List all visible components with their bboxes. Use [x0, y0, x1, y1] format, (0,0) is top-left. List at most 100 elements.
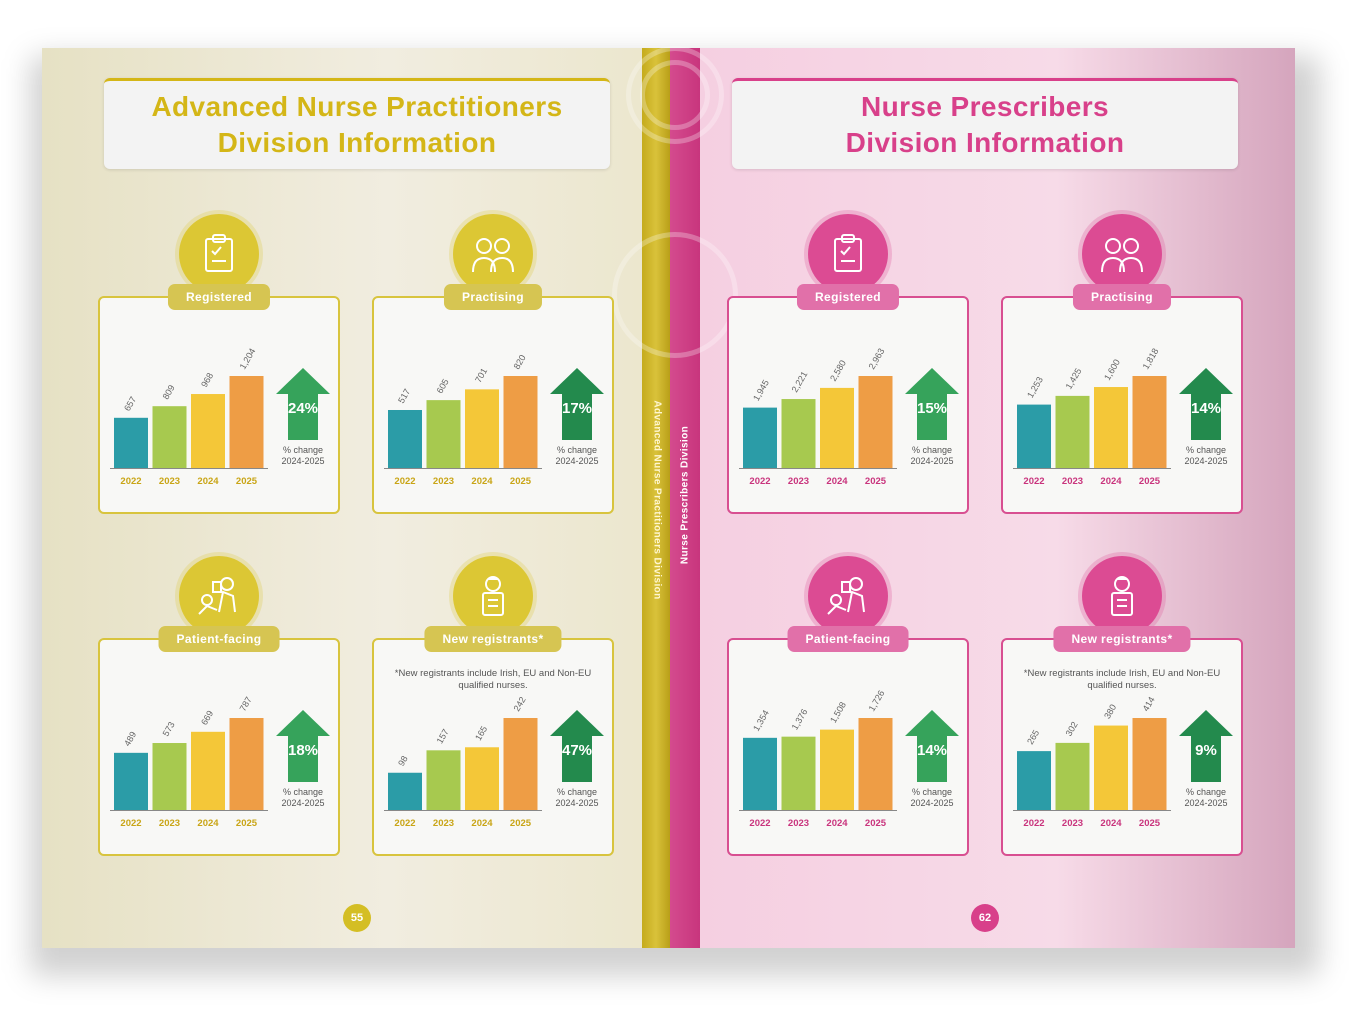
bar-value-label: 2,221 — [790, 370, 810, 395]
bar-2022 — [114, 417, 148, 468]
x-tick-label: 2024 — [826, 476, 848, 487]
x-tick-label: 2025 — [510, 818, 532, 829]
bar-value-label: 98 — [396, 754, 410, 768]
percent-change-caption: 2024-2025 — [1184, 798, 1227, 808]
left-title-line2: Division Information — [217, 127, 497, 158]
two-doctors-icon — [453, 214, 533, 294]
bar-chart: 1,945 2022 2,221 2023 2,580 2024 2,963 2025 15%%… — [739, 346, 959, 487]
up-arrow-icon — [905, 368, 959, 440]
chart-label: Patient-facing — [787, 626, 909, 652]
chart-card-np-new-registrants: New registrants* *New registrants include… — [1001, 626, 1243, 856]
percent-change-value: 9% — [1195, 742, 1217, 759]
percent-change-caption: 2024-2025 — [910, 456, 953, 466]
bar-value-label: 1,726 — [867, 688, 887, 713]
x-tick-label: 2025 — [510, 476, 532, 487]
up-arrow-icon — [276, 710, 330, 782]
chart-card-anp-practising: Practising 517 2022 605 2023 701 2024 820 2025 17… — [372, 284, 614, 514]
percent-change-caption: 2024-2025 — [281, 456, 324, 466]
bar-value-label: 573 — [161, 720, 177, 738]
bar-chart: 265 2022 302 2023 380 2024 414 2025 9% % change20… — [1013, 695, 1233, 829]
x-tick-label: 2025 — [236, 476, 258, 487]
chart-card-np-registered: Registered 1,945 2022 2,221 2023 2,580 2024 2,9… — [727, 284, 969, 514]
x-tick-label: 2023 — [433, 476, 454, 487]
bar-2023 — [781, 399, 816, 468]
x-tick-label: 2022 — [394, 818, 415, 829]
bar-2025 — [858, 376, 893, 468]
bar-2022 — [1017, 404, 1051, 468]
left-title-line1: Advanced Nurse Practitioners — [151, 91, 563, 122]
bar-2023 — [781, 736, 816, 810]
patient-care-icon — [179, 556, 259, 636]
percent-change-value: 14% — [1191, 400, 1221, 417]
x-tick-label: 2023 — [159, 476, 180, 487]
bar-value-label: 657 — [122, 395, 138, 413]
up-arrow-icon — [1179, 710, 1233, 782]
percent-change-value: 47% — [562, 742, 592, 759]
percent-change-caption: 2024-2025 — [555, 456, 598, 466]
clipboard-check-icon — [808, 214, 888, 294]
bar-2022 — [114, 752, 148, 810]
bar-2024 — [191, 731, 225, 810]
up-arrow-icon — [1179, 368, 1233, 440]
bar-value-label: 1,945 — [751, 378, 771, 403]
percent-change-caption: % change — [557, 445, 597, 455]
chart-note: *New registrants include Irish, EU and N… — [1023, 668, 1221, 691]
x-tick-label: 2022 — [120, 818, 141, 829]
bar-value-label: 1,376 — [790, 707, 810, 732]
up-arrow-icon — [905, 710, 959, 782]
x-tick-label: 2024 — [471, 818, 493, 829]
x-tick-label: 2024 — [471, 476, 493, 487]
bar-value-label: 265 — [1025, 728, 1041, 746]
bar-value-label: 1,508 — [828, 700, 848, 725]
right-page-number: 62 — [971, 904, 999, 932]
percent-change-caption: 2024-2025 — [910, 798, 953, 808]
bar-2024 — [191, 394, 225, 468]
chart-label: New registrants* — [1053, 626, 1191, 652]
x-tick-label: 2025 — [865, 476, 887, 487]
percent-change-caption: % change — [1186, 445, 1226, 455]
bar-2025 — [503, 718, 538, 810]
bar-2022 — [743, 407, 777, 468]
percent-change-value: 14% — [917, 742, 947, 759]
bar-value-label: 820 — [512, 353, 528, 371]
bar-value-label: 517 — [396, 387, 412, 405]
percent-change-caption: % change — [912, 445, 952, 455]
bar-value-label: 1,600 — [1102, 358, 1122, 383]
bar-2023 — [152, 743, 187, 810]
bar-chart: 517 2022 605 2023 701 2024 820 2025 17% % change2… — [384, 353, 604, 487]
bar-2025 — [1132, 376, 1167, 468]
x-tick-label: 2022 — [394, 476, 415, 487]
bar-value-label: 414 — [1141, 695, 1157, 713]
bar-chart: 657 2022 809 2023 968 2024 1,204 2025 24% % chang… — [110, 346, 330, 487]
x-tick-label: 2022 — [749, 818, 770, 829]
x-tick-label: 2024 — [197, 476, 219, 487]
percent-change-value: 24% — [288, 400, 318, 417]
nurse-document-icon — [453, 556, 533, 636]
chart-label: Practising — [1072, 284, 1172, 310]
left-page-title: Advanced Nurse Practitioners Division In… — [104, 78, 610, 169]
x-tick-label: 2024 — [1100, 476, 1122, 487]
percent-change-value: 18% — [288, 742, 318, 759]
x-tick-label: 2025 — [1139, 476, 1161, 487]
bar-value-label: 787 — [238, 695, 254, 713]
bar-2025 — [858, 718, 893, 810]
bar-value-label: 605 — [435, 377, 451, 395]
x-tick-label: 2023 — [1062, 476, 1083, 487]
bar-value-label: 242 — [512, 695, 528, 713]
nurse-document-icon — [1082, 556, 1162, 636]
left-spine — [642, 48, 670, 948]
up-arrow-icon — [550, 368, 604, 440]
bar-value-label: 2,963 — [867, 346, 887, 371]
bar-2024 — [1094, 387, 1128, 468]
two-doctors-icon — [1082, 214, 1162, 294]
bar-value-label: 380 — [1102, 703, 1118, 721]
bar-value-label: 2,580 — [828, 358, 848, 383]
x-tick-label: 2024 — [826, 818, 848, 829]
bar-chart: 489 2022 573 2023 669 2024 787 2025 18% % change2… — [110, 695, 330, 829]
chart-label: New registrants* — [424, 626, 562, 652]
x-tick-label: 2022 — [1023, 818, 1044, 829]
up-arrow-icon — [550, 710, 604, 782]
right-page-title: Nurse Prescribers Division Information — [732, 78, 1238, 169]
up-arrow-icon — [276, 368, 330, 440]
bar-2023 — [152, 406, 187, 468]
